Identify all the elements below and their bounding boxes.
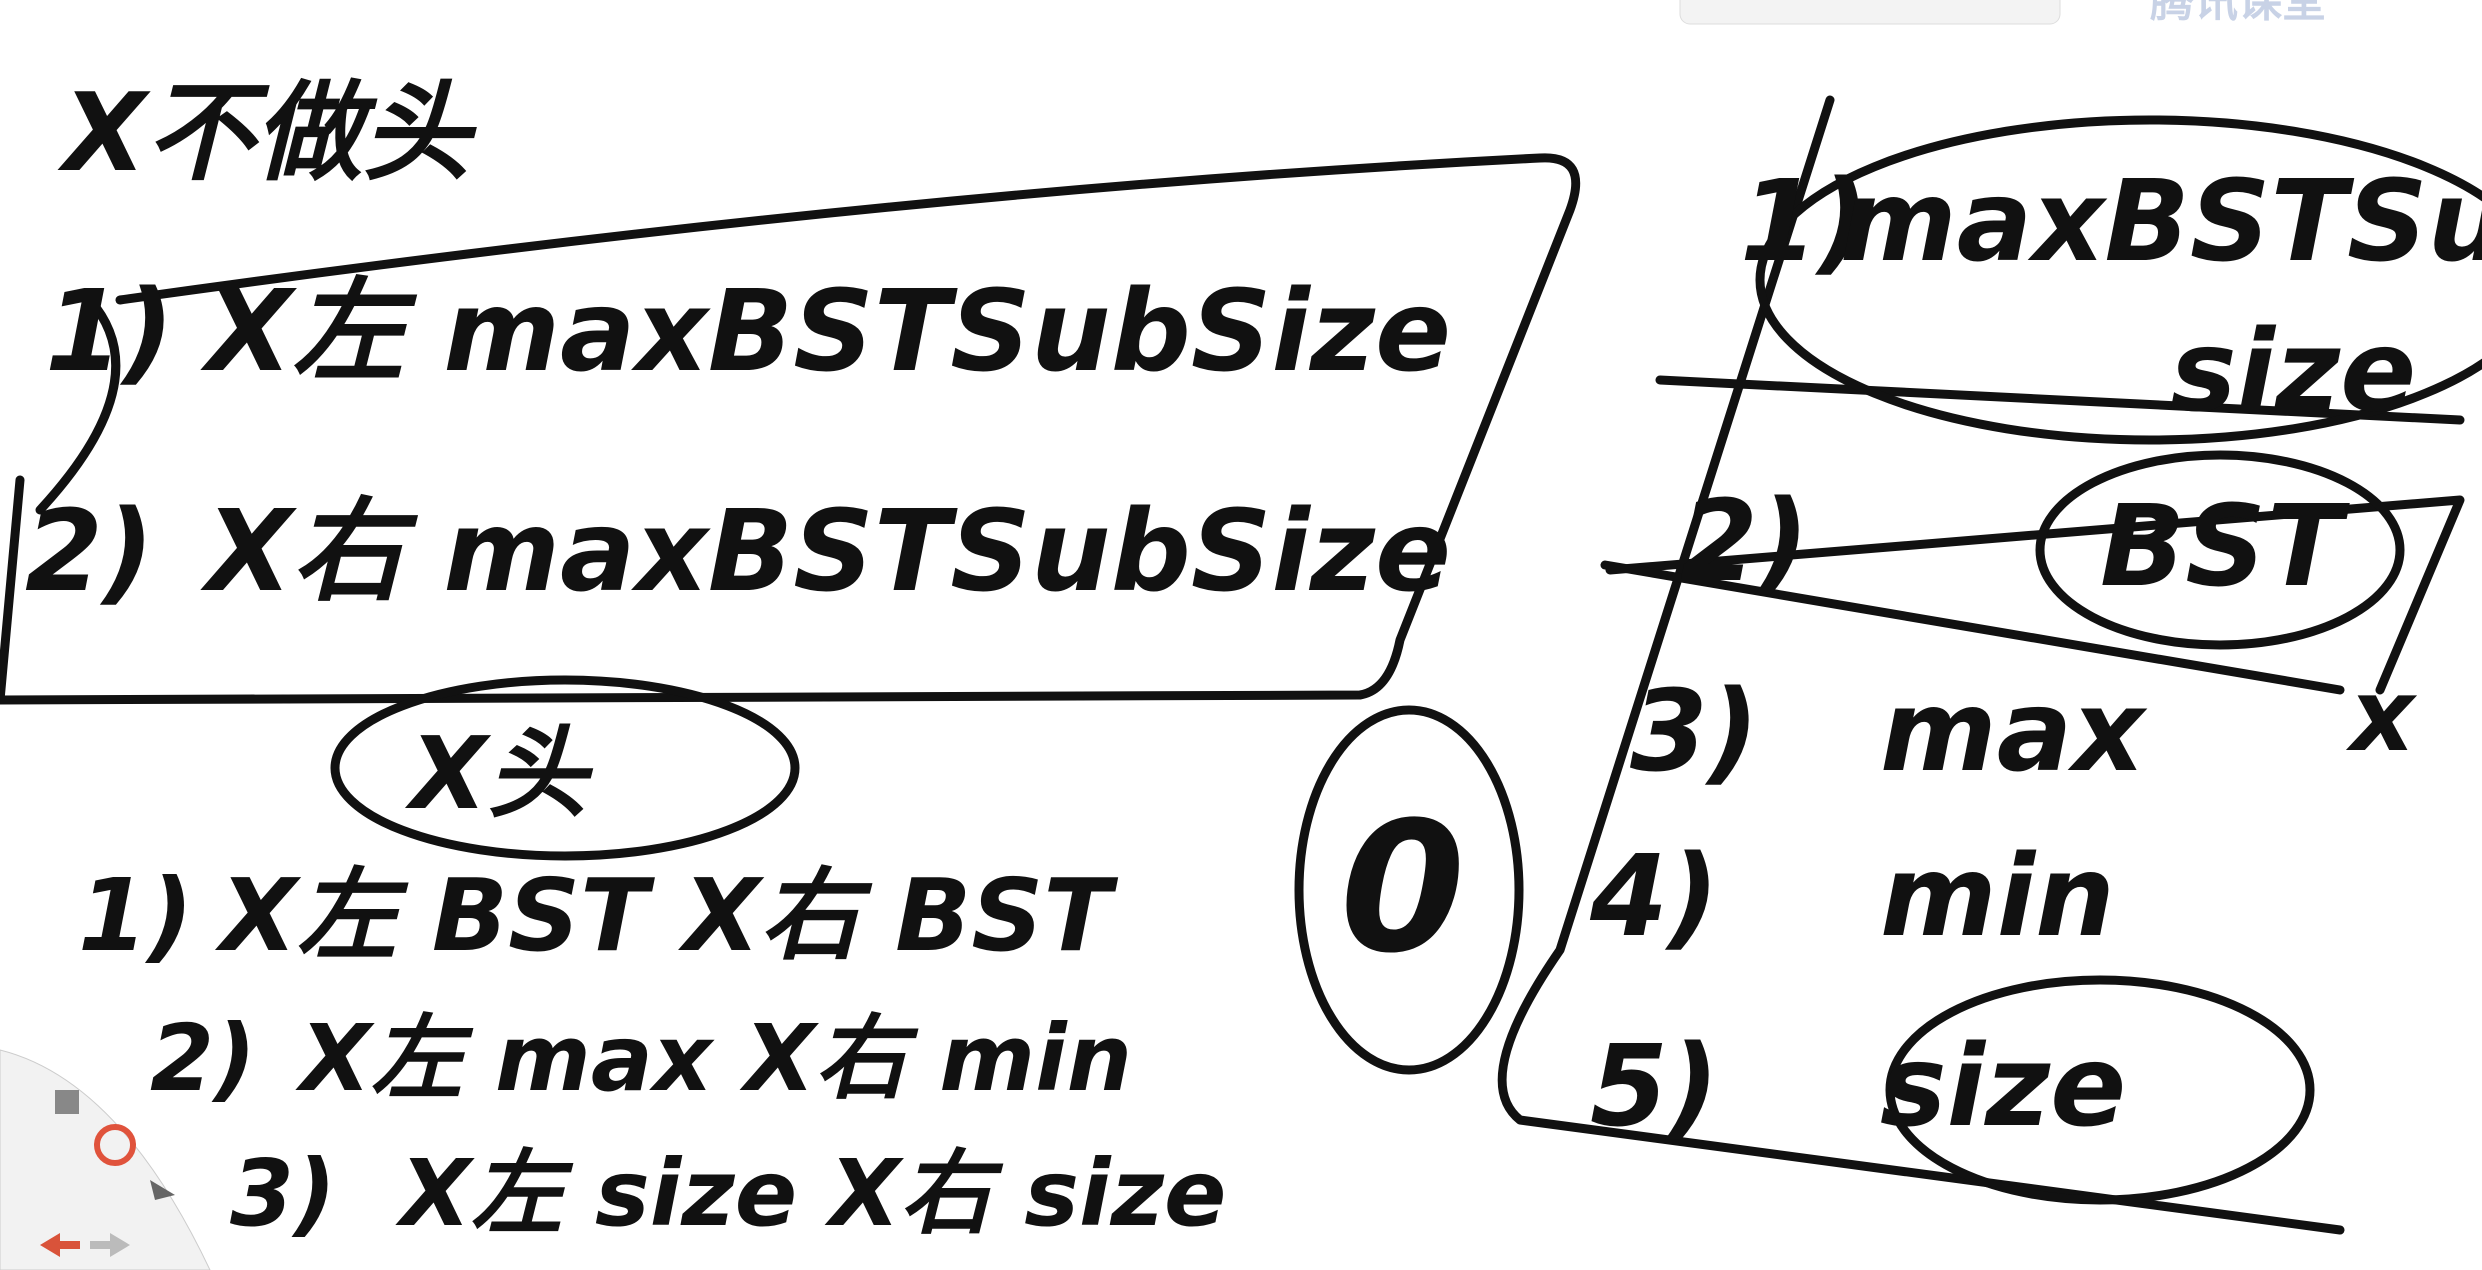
info-text: min bbox=[1880, 832, 2115, 962]
case-b-num: 3) bbox=[230, 1140, 336, 1247]
item-circle bbox=[1885, 975, 2315, 1205]
info-num: 2) bbox=[1680, 477, 1809, 607]
zero: 0 bbox=[1340, 784, 1465, 993]
case-b-text: X左 BST X右 BST bbox=[214, 857, 1118, 974]
case-b-num: 2) bbox=[150, 1005, 256, 1112]
info-text: max bbox=[1880, 667, 2148, 797]
mark: x bbox=[2345, 657, 2418, 774]
color-tool[interactable] bbox=[94, 1124, 136, 1166]
info-num: 1) bbox=[1740, 157, 1869, 287]
info-text: size bbox=[2170, 307, 2416, 437]
info-text: BST bbox=[2100, 482, 2350, 612]
select-tool[interactable] bbox=[150, 1180, 175, 1200]
strike bbox=[1600, 560, 2345, 695]
info-box bbox=[1497, 95, 2465, 1235]
info-num: 3) bbox=[1630, 667, 1759, 797]
case-b-text: X左 size X右 size bbox=[395, 1140, 1226, 1247]
pen-tool[interactable] bbox=[55, 1090, 79, 1114]
case-a-text: X左 maxBSTSubSize bbox=[200, 267, 1451, 397]
item-circle bbox=[2035, 450, 2405, 650]
undo-tool[interactable] bbox=[40, 1233, 80, 1257]
title: X不做头 bbox=[57, 71, 477, 196]
toolbar[interactable] bbox=[1679, 0, 2061, 25]
case-b-text: X左 max X右 min bbox=[295, 1005, 1132, 1112]
info-text: size bbox=[1880, 1022, 2126, 1152]
case-a-num: 1) bbox=[45, 267, 174, 397]
item-circle bbox=[1755, 115, 2482, 445]
case-b-title: X头 bbox=[404, 715, 594, 832]
redo-tool[interactable] bbox=[90, 1233, 130, 1257]
zero-circle bbox=[1294, 705, 1524, 1075]
case-b-circle bbox=[330, 675, 800, 861]
case-a-box bbox=[0, 153, 1581, 705]
case-a-num: 2) bbox=[25, 487, 154, 617]
case-b-num: 1) bbox=[78, 857, 193, 974]
logo: 腾讯课堂 bbox=[2150, 0, 2326, 27]
case-a-text: X右 maxBSTSubSize bbox=[200, 487, 1451, 617]
bracket bbox=[35, 295, 121, 515]
info-text: maxBSTSub bbox=[1840, 157, 2482, 287]
info-num: 5) bbox=[1590, 1022, 1719, 1152]
info-num: 4) bbox=[1589, 832, 1719, 962]
